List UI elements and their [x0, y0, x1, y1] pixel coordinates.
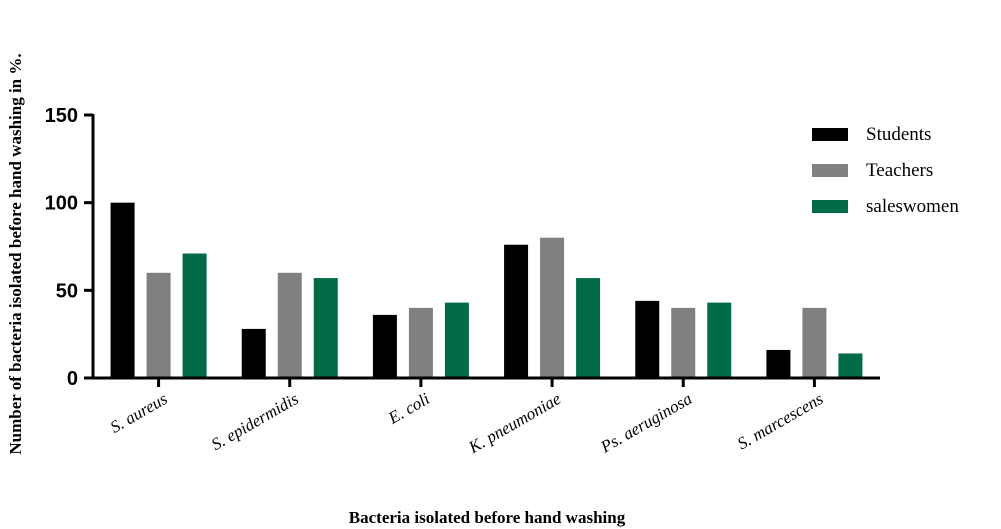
x-tick-label: S. epidermidis: [208, 389, 302, 454]
bar-saleswomen: [707, 302, 732, 378]
bar-students: [635, 300, 660, 378]
x-tick-label: Ps. aeruginosa: [597, 389, 696, 457]
x-tick-label: E. coli: [384, 389, 433, 428]
legend-label: saleswomen: [866, 196, 959, 217]
bar-students: [766, 349, 791, 378]
bar-students: [504, 244, 529, 378]
x-axis-title: Bacteria isolated before hand washing: [349, 508, 626, 527]
x-tick-label: S. marcescens: [734, 389, 827, 453]
y-ticks-group: 0 50 100 150: [45, 105, 93, 390]
bar-teachers: [802, 307, 827, 378]
bar-teachers: [277, 272, 302, 378]
legend: Students Teachers saleswomen: [812, 124, 959, 217]
bars-group: [110, 202, 863, 378]
legend-swatch-saleswomen: [812, 200, 848, 213]
y-tick-label: 0: [67, 368, 78, 390]
y-tick-label: 100: [45, 193, 78, 215]
bar-students: [110, 202, 135, 378]
bar-teachers: [408, 307, 433, 378]
bar-teachers: [146, 272, 171, 378]
legend-label: Teachers: [866, 160, 933, 181]
legend-swatch-students: [812, 128, 848, 141]
x-ticks-group: S. aureus S. epidermidis E. coli K. pneumon…: [107, 378, 827, 457]
bar-teachers: [540, 237, 565, 378]
bar-saleswomen: [444, 302, 469, 378]
bar-students: [241, 328, 266, 378]
legend-label: Students: [866, 124, 931, 145]
bar-saleswomen: [182, 253, 207, 378]
bar-teachers: [671, 307, 696, 378]
y-tick-label: 50: [56, 280, 78, 302]
axes-group: [91, 114, 880, 380]
y-tick-label: 150: [45, 105, 78, 127]
x-tick-label: S. aureus: [107, 389, 171, 437]
legend-swatch-teachers: [812, 164, 848, 177]
bar-students: [372, 314, 397, 378]
bar-saleswomen: [838, 353, 863, 378]
bar-saleswomen: [576, 278, 601, 378]
y-axis-title: Number of bacteria isolated before hand …: [6, 53, 25, 454]
x-tick-label: K. pneumoniae: [465, 389, 565, 458]
bar-saleswomen: [313, 278, 338, 378]
